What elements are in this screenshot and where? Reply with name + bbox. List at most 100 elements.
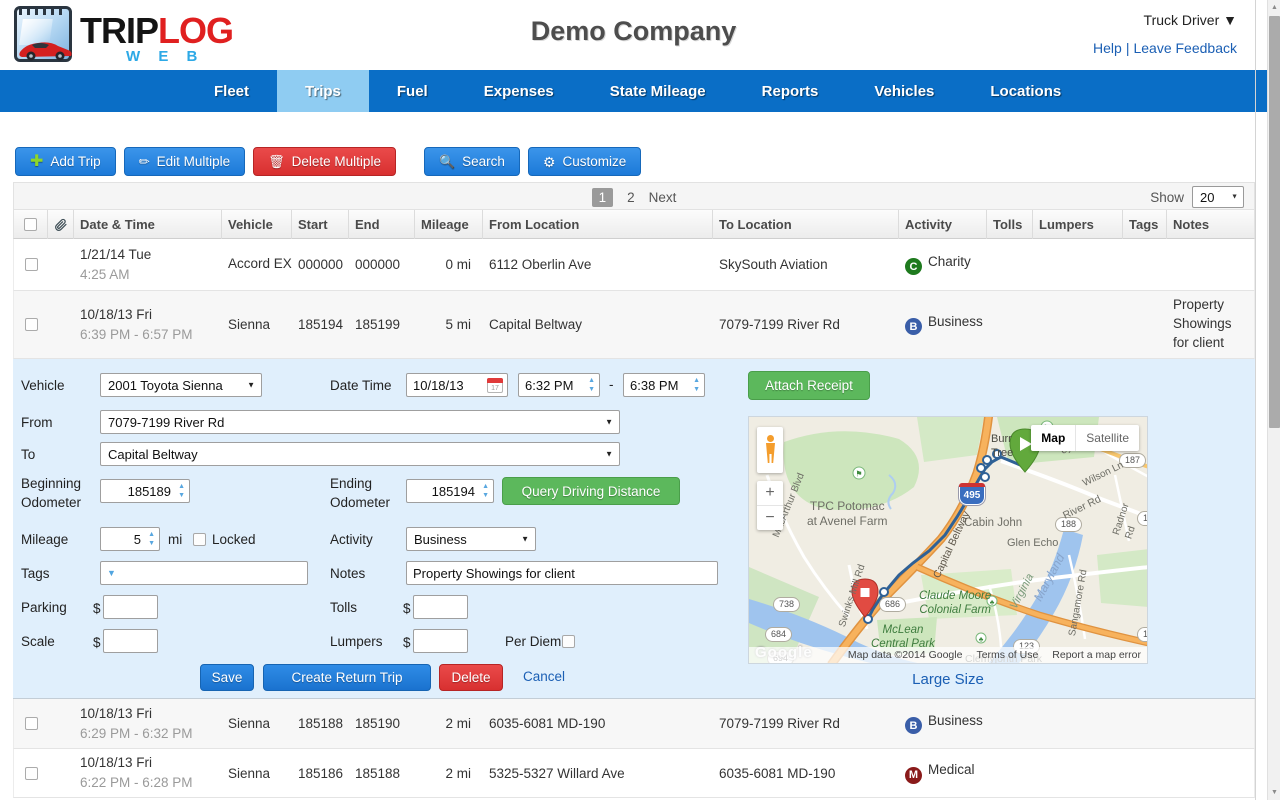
activity-label: Activity	[330, 531, 373, 550]
nav-tab-state-mileage[interactable]: State Mileage	[582, 70, 734, 112]
col-end[interactable]: End	[349, 210, 415, 239]
triplog-page: TRIPLOG W E B Demo Company Truck Driver …	[0, 0, 1280, 800]
content-right-border	[1255, 0, 1256, 800]
table-row[interactable]: 1/21/14 Tue4:25 AM Accord EX 000000 0000…	[13, 239, 1255, 291]
customize-button[interactable]: ⚙Customize	[528, 147, 641, 176]
help-link[interactable]: Help	[1093, 40, 1122, 56]
lumpers-label: Lumpers	[330, 633, 383, 652]
calendar-icon[interactable]	[487, 378, 503, 393]
to-location-select[interactable]: Capital Beltway	[100, 442, 620, 466]
nav-tab-fleet[interactable]: Fleet	[186, 70, 277, 112]
per-diem-checkbox[interactable]	[562, 635, 575, 648]
table-row[interactable]: 10/18/13 Fri6:29 PM - 6:32 PM Sienna 185…	[13, 699, 1255, 749]
create-return-trip-button[interactable]: Create Return Trip	[263, 664, 431, 691]
scroll-up-arrow[interactable]: ▲	[1268, 0, 1280, 15]
table-row[interactable]: 10/18/13 Fri6:22 PM - 6:28 PM Sienna 185…	[13, 749, 1255, 798]
vertical-scrollbar[interactable]: ▲ ▼	[1267, 0, 1280, 800]
row-checkbox[interactable]	[25, 318, 38, 331]
beginning-odometer-input[interactable]: 185189	[100, 479, 190, 503]
start-time-input[interactable]: 6:32 PM	[518, 373, 600, 397]
scroll-down-arrow[interactable]: ▼	[1268, 785, 1280, 800]
page-2-link[interactable]: 2	[627, 190, 635, 205]
svg-text:⚑: ⚑	[855, 470, 862, 479]
route-shield: 190	[1137, 627, 1148, 642]
lumpers-input[interactable]	[413, 629, 468, 653]
nav-tab-locations[interactable]: Locations	[962, 70, 1089, 112]
edit-multiple-button[interactable]: ✏Edit Multiple	[124, 147, 245, 176]
route-shield: 738	[773, 597, 800, 612]
add-trip-button[interactable]: ✚Add Trip	[15, 147, 116, 176]
table-header: Date & Time Vehicle Start End Mileage Fr…	[13, 210, 1255, 239]
map-type-map-button[interactable]: Map	[1031, 425, 1075, 451]
tolls-input[interactable]	[413, 595, 468, 619]
large-size-link[interactable]: Large Size	[912, 671, 984, 688]
search-button[interactable]: 🔍Search	[424, 147, 520, 176]
table-row[interactable]: 10/18/13 Fri6:39 PM - 6:57 PM Sienna 185…	[13, 291, 1255, 359]
zoom-out-button[interactable]: −	[757, 506, 783, 530]
next-page-link[interactable]: Next	[649, 190, 677, 205]
zoom-in-button[interactable]: +	[757, 481, 783, 506]
delete-multiple-button[interactable]: 🗑Delete Multiple	[253, 147, 396, 176]
row-checkbox[interactable]	[25, 717, 38, 730]
col-tags[interactable]: Tags	[1123, 210, 1167, 239]
tags-combo[interactable]	[100, 561, 308, 585]
plus-icon: ✚	[30, 154, 43, 170]
report-map-error-link[interactable]: Report a map error	[1052, 649, 1141, 661]
col-notes[interactable]: Notes	[1167, 210, 1254, 239]
col-start[interactable]: Start	[292, 210, 349, 239]
ending-odometer-input[interactable]: 185194	[406, 479, 494, 503]
nav-tab-fuel[interactable]: Fuel	[369, 70, 456, 112]
delete-button[interactable]: Delete	[439, 664, 503, 691]
scale-input[interactable]	[103, 629, 158, 653]
nav-tab-trips[interactable]: Trips	[277, 70, 369, 112]
end-time-input[interactable]: 6:38 PM	[623, 373, 705, 397]
map-attribution: Map data ©2014 Google Terms of Use Repor…	[749, 647, 1147, 663]
page-1-current[interactable]: 1	[592, 188, 614, 207]
col-activity[interactable]: Activity	[899, 210, 987, 239]
row-checkbox[interactable]	[25, 767, 38, 780]
select-all-checkbox[interactable]	[24, 218, 37, 231]
col-to-location[interactable]: To Location	[713, 210, 899, 239]
dollar-sign: $	[93, 600, 101, 619]
locked-checkbox[interactable]	[193, 533, 206, 546]
trip-route-map[interactable]: ⚑ ⚑ ♣ ♣ 495 188 187 190 190 738 684 694 …	[748, 416, 1148, 664]
paperclip-icon	[54, 217, 68, 233]
leave-feedback-link[interactable]: Leave Feedback	[1133, 40, 1237, 56]
col-vehicle[interactable]: Vehicle	[222, 210, 292, 239]
map-type-satellite-button[interactable]: Satellite	[1075, 425, 1139, 451]
attachment-column-header[interactable]	[48, 210, 74, 239]
dollar-sign: $	[403, 634, 411, 653]
trip-edit-form: Vehicle 2001 Toyota Sienna Date Time 10/…	[13, 359, 1255, 699]
attach-receipt-button[interactable]: Attach Receipt	[748, 371, 870, 400]
col-mileage[interactable]: Mileage	[415, 210, 483, 239]
row-checkbox[interactable]	[25, 258, 38, 271]
street-view-pegman[interactable]	[757, 427, 783, 473]
show-count-select[interactable]: 20	[1192, 186, 1244, 208]
date-input[interactable]: 10/18/13	[406, 373, 508, 397]
from-location-select[interactable]: 7079-7199 River Rd	[100, 410, 620, 434]
pencil-icon: ✏	[139, 155, 150, 168]
tolls-label: Tolls	[330, 599, 357, 618]
cancel-link[interactable]: Cancel	[523, 669, 565, 684]
scrollbar-thumb[interactable]	[1269, 16, 1280, 428]
nav-tab-vehicles[interactable]: Vehicles	[846, 70, 962, 112]
col-date-time[interactable]: Date & Time	[74, 210, 222, 239]
user-menu[interactable]: Truck Driver ▼	[1093, 12, 1237, 28]
activity-badge: B	[905, 318, 922, 335]
terms-of-use-link[interactable]: Terms of Use	[976, 649, 1038, 661]
query-driving-distance-button[interactable]: Query Driving Distance	[502, 477, 680, 505]
nav-tab-reports[interactable]: Reports	[734, 70, 847, 112]
parking-input[interactable]	[103, 595, 158, 619]
mileage-input[interactable]: 5	[100, 527, 160, 551]
link-separator: |	[1122, 40, 1134, 56]
date-time-label: Date Time	[330, 377, 392, 396]
beginning-odometer-label: Beginning Odometer	[21, 475, 81, 513]
col-from-location[interactable]: From Location	[483, 210, 713, 239]
vehicle-select[interactable]: 2001 Toyota Sienna	[100, 373, 262, 397]
activity-select[interactable]: Business	[406, 527, 536, 551]
col-lumpers[interactable]: Lumpers	[1033, 210, 1123, 239]
nav-tab-expenses[interactable]: Expenses	[456, 70, 582, 112]
save-button[interactable]: Save	[200, 664, 254, 691]
notes-input[interactable]: Property Showings for client	[406, 561, 718, 585]
col-tolls[interactable]: Tolls	[987, 210, 1033, 239]
